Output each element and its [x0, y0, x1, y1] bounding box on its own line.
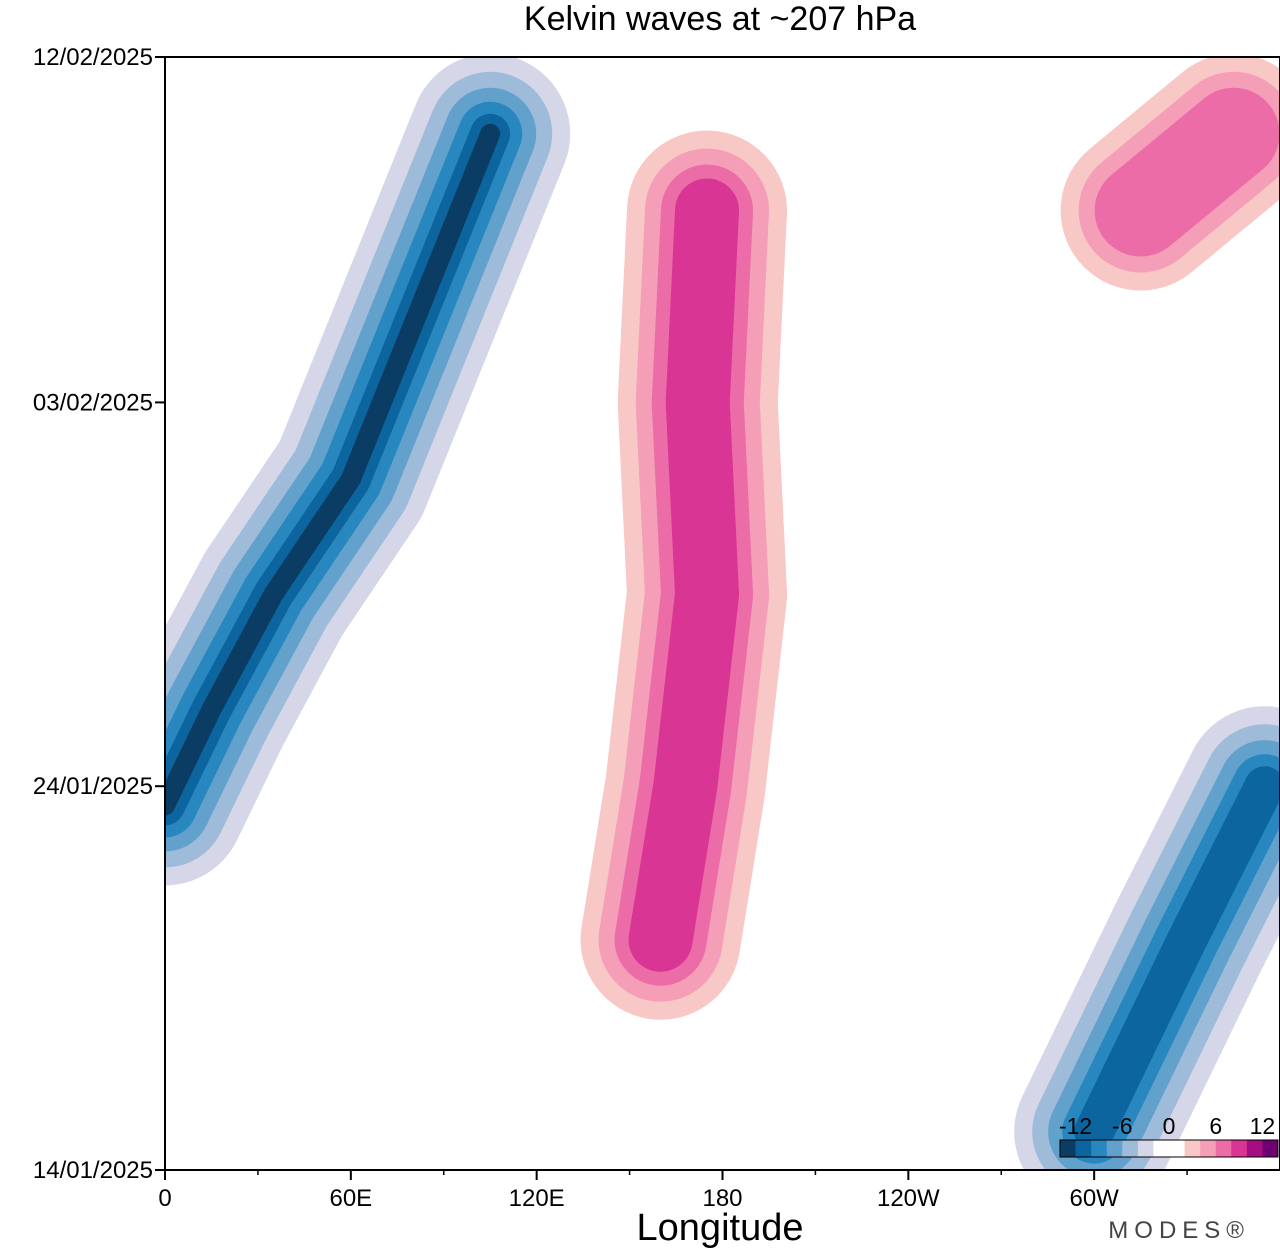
colorbar-swatch [1184, 1140, 1201, 1157]
contour-positive-region-northeast-2 [1094, 87, 1280, 257]
colorbar-swatch [1246, 1140, 1263, 1157]
colorbar-swatch [1169, 1140, 1186, 1157]
colorbar-label: 12 [1250, 1113, 1276, 1139]
x-axis-label: Longitude [637, 1207, 804, 1249]
plot-area [165, 57, 1280, 1170]
contour-negative-band-east-4 [1074, 766, 1280, 1152]
colorbar-swatch [1075, 1140, 1092, 1157]
anomaly-field [165, 57, 1280, 1170]
x-tick-label: 0 [158, 1185, 171, 1212]
colorbar-label: 6 [1209, 1113, 1222, 1139]
colorbar-swatch [1106, 1140, 1123, 1157]
colorbar-swatch [1122, 1140, 1139, 1157]
x-tick-label: 60E [329, 1185, 372, 1212]
x-axis: 0 60E 120E 180 120W 60W [158, 1170, 1188, 1212]
y-tick-label: 14/01/2025 [33, 1157, 153, 1184]
colorbar-frame [1059, 1139, 1279, 1158]
y-axis: 12/02/2025 03/02/2025 24/01/2025 14/01/2025 [33, 44, 165, 1184]
y-tick-label: 12/02/2025 [33, 44, 153, 71]
contour-negative-band-west-5 [165, 123, 501, 816]
brand-logo: MODES® [1108, 1217, 1250, 1244]
colorbar-swatch [1137, 1140, 1154, 1157]
colorbar-swatch [1153, 1140, 1170, 1157]
colorbar-label: -6 [1112, 1113, 1132, 1139]
colorbar: -12 -6 0 6 12 [1059, 1113, 1279, 1158]
contour-positive-band-central-3 [628, 178, 740, 972]
x-tick-label: 180 [702, 1185, 742, 1212]
colorbar-swatch [1262, 1140, 1279, 1157]
colorbar-label: -12 [1059, 1113, 1092, 1139]
colorbar-swatch [1060, 1140, 1077, 1157]
x-tick-label: 120E [509, 1185, 565, 1212]
y-tick-label: 03/02/2025 [33, 389, 153, 416]
x-tick-label: 60W [1069, 1185, 1119, 1212]
colorbar-swatch [1231, 1140, 1248, 1157]
chart-title: Kelvin waves at ~207 hPa [524, 0, 916, 38]
x-tick-label: 120W [877, 1185, 940, 1212]
y-tick-label: 24/01/2025 [33, 773, 153, 800]
colorbar-swatch [1200, 1140, 1217, 1157]
colorbar-label: 0 [1163, 1113, 1176, 1139]
colorbar-swatch [1215, 1140, 1232, 1157]
colorbar-swatch [1091, 1140, 1108, 1157]
